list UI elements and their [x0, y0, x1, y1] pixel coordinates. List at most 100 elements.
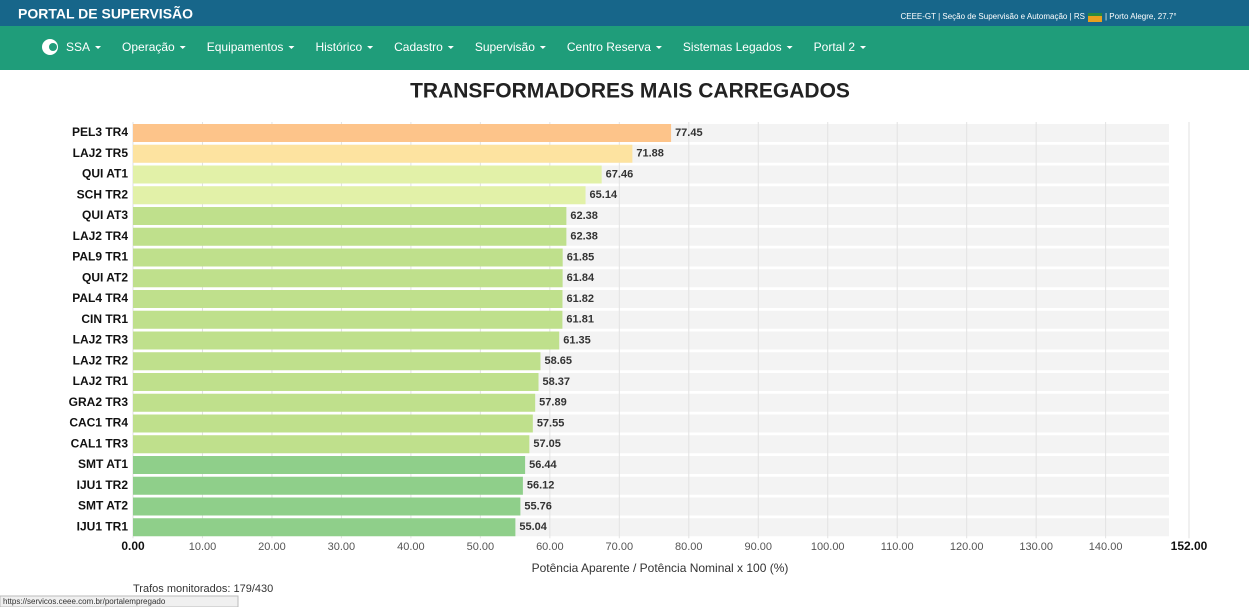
value-label: 61.82	[566, 293, 594, 305]
nav-item[interactable]: Centro Reserva	[567, 40, 651, 54]
x-tick-label: 20.00	[258, 541, 286, 553]
x-tick-label: 10.00	[189, 541, 217, 553]
value-label: 61.84	[567, 272, 595, 284]
bar	[133, 290, 563, 308]
y-tick-label: CAL1 TR3	[71, 436, 129, 450]
nav-caret	[860, 46, 867, 49]
nav-caret	[786, 46, 793, 49]
nav-item[interactable]: Histórico	[315, 40, 362, 54]
header-bar	[0, 0, 1249, 26]
status-bar	[0, 595, 239, 607]
bar	[133, 456, 526, 474]
value-label: 71.88	[636, 148, 664, 160]
y-tick-label: QUI AT2	[82, 270, 128, 284]
nav-item[interactable]: Portal 2	[814, 40, 856, 54]
nav-caret	[179, 46, 186, 49]
bar	[133, 373, 539, 391]
y-tick-label: LAJ2 TR5	[73, 146, 129, 160]
bar	[133, 248, 563, 267]
bar	[133, 414, 533, 433]
nav-item[interactable]: SSA	[66, 40, 90, 54]
chart-title: TRANSFORMADORES MAIS CARREGADOS	[410, 80, 850, 103]
value-label: 62.38	[570, 231, 598, 243]
value-label: 57.05	[533, 438, 561, 450]
nav-item[interactable]: Supervisão	[475, 40, 535, 54]
nav-caret	[288, 46, 295, 49]
portal-title: PORTAL DE SUPERVISÃO	[18, 5, 193, 22]
x-tick-label: 152.00	[1171, 539, 1208, 553]
x-tick-label: 140.00	[1089, 541, 1123, 553]
y-tick-label: QUI AT3	[82, 208, 128, 222]
nav-item[interactable]: Operação	[122, 40, 175, 54]
bar	[133, 269, 563, 288]
x-tick-label: 50.00	[467, 541, 495, 553]
y-tick-label: PEL3 TR4	[72, 125, 128, 139]
value-label: 56.12	[527, 480, 555, 492]
value-label: 61.85	[567, 251, 595, 263]
bar	[133, 497, 521, 516]
value-label: 62.38	[570, 210, 598, 222]
nav-item[interactable]: Sistemas Legados	[683, 40, 782, 54]
x-tick-label: 130.00	[1019, 541, 1053, 553]
value-label: 55.76	[524, 500, 552, 512]
nav-item[interactable]: Equipamentos	[207, 40, 284, 54]
y-tick-label: LAJ2 TR3	[73, 333, 129, 347]
bar	[133, 165, 602, 184]
bar	[133, 186, 586, 205]
x-tick-label: 90.00	[744, 541, 772, 553]
y-tick-label: LAJ2 TR2	[73, 353, 129, 367]
y-tick-label: IJU1 TR1	[77, 519, 129, 533]
value-label: 57.55	[537, 417, 565, 429]
y-tick-label: GRA2 TR3	[69, 395, 129, 409]
value-label: 77.45	[675, 127, 703, 139]
y-tick-label: PAL9 TR1	[72, 250, 128, 264]
nav-caret	[539, 46, 546, 49]
bar	[133, 144, 633, 163]
bar	[133, 310, 563, 329]
bar	[133, 518, 516, 537]
bar	[133, 435, 530, 454]
y-tick-label: SMT AT2	[78, 499, 128, 513]
bar	[133, 124, 672, 142]
value-label: 57.89	[539, 397, 567, 409]
value-label: 56.44	[529, 459, 557, 471]
nav-item[interactable]: Cadastro	[394, 40, 443, 54]
header-org: CEEE-GT | Seção de Supervisão e Automaçã…	[900, 12, 1085, 21]
x-tick-label: 0.00	[121, 539, 145, 553]
y-tick-label: CIN TR1	[81, 312, 128, 326]
logo-detail	[49, 43, 57, 51]
bar	[133, 331, 560, 350]
value-label: 61.35	[563, 334, 591, 346]
nav-bar	[0, 26, 1249, 70]
y-tick-label: LAJ2 TR4	[73, 229, 129, 243]
x-tick-label: 100.00	[811, 541, 845, 553]
x-axis-label: Potência Aparente / Potência Nominal x 1…	[532, 561, 789, 575]
x-tick-label: 120.00	[950, 541, 984, 553]
y-tick-label: PAL4 TR4	[72, 291, 128, 305]
y-tick-label: CAC1 TR4	[69, 416, 128, 430]
nav-caret	[447, 46, 454, 49]
nav-caret	[367, 46, 374, 49]
y-tick-label: LAJ2 TR1	[73, 374, 129, 388]
bar	[133, 476, 523, 495]
value-label: 61.81	[566, 314, 594, 326]
y-tick-label: SMT AT1	[78, 457, 128, 471]
bar	[133, 352, 541, 371]
y-tick-label: QUI AT1	[82, 167, 128, 181]
value-label: 67.46	[606, 168, 634, 180]
footer-note: Trafos monitorados: 179/430	[133, 583, 273, 595]
nav-caret	[95, 46, 102, 49]
bar	[133, 393, 536, 412]
value-label: 58.37	[543, 376, 571, 388]
status-url: https://servicos.ceee.com.br/portalempre…	[3, 597, 166, 606]
x-tick-label: 80.00	[675, 541, 703, 553]
x-tick-label: 110.00	[881, 541, 914, 553]
bar	[133, 207, 567, 225]
flag-stripe	[1088, 13, 1102, 16]
nav-caret	[655, 46, 662, 49]
x-tick-label: 40.00	[397, 541, 425, 553]
x-tick-label: 60.00	[536, 541, 564, 553]
header-location: | Porto Alegre, 27.7°	[1105, 12, 1177, 21]
y-tick-label: SCH TR2	[77, 187, 129, 201]
